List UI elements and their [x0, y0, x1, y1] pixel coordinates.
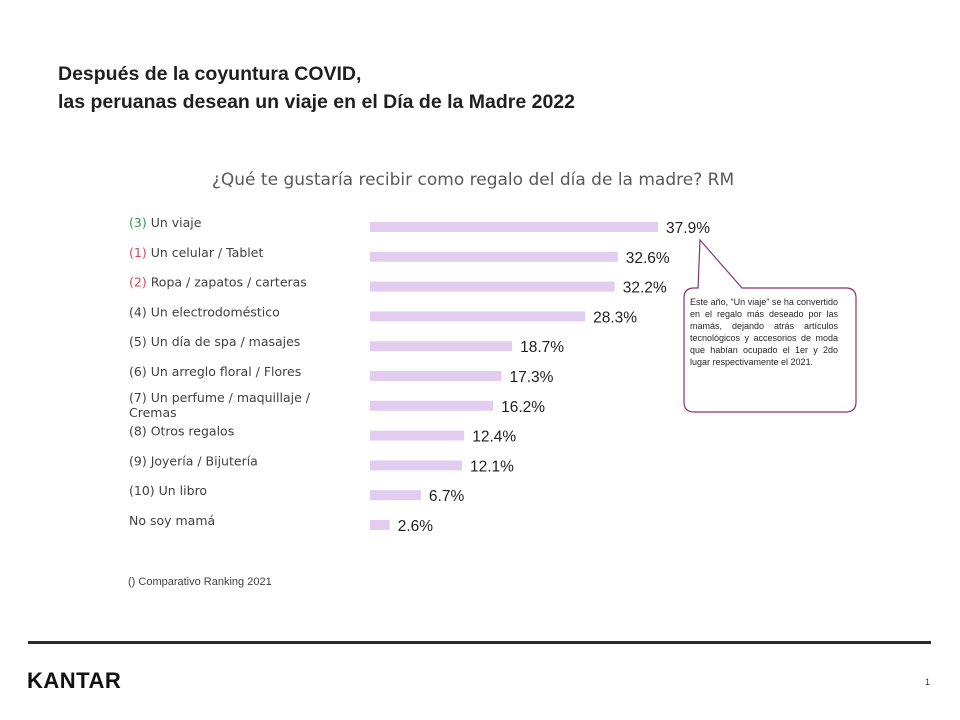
category-text: Cremas [129, 405, 177, 420]
bar [370, 520, 390, 530]
value-label: 6.7% [429, 488, 465, 505]
bar [370, 460, 462, 471]
value-label: 28.3% [593, 309, 637, 326]
value-label: 37.9% [666, 220, 710, 237]
category-text: Otros regalos [151, 424, 235, 439]
bar [370, 311, 586, 322]
category-rank: (5) [129, 334, 151, 349]
category-labels: (3) Un viaje(1) Un celular / Tablet(2) R… [129, 215, 311, 528]
bar [370, 371, 502, 381]
category-text: Joyería / Bijutería [150, 453, 258, 468]
callout-bubble [683, 238, 857, 413]
category-rank: (4) [129, 304, 151, 319]
page-number: 1 [925, 677, 931, 687]
bar [370, 430, 465, 441]
category-rank: (7) [129, 390, 151, 405]
value-label: 16.2% [501, 399, 545, 416]
bar [370, 251, 618, 262]
bars [370, 222, 659, 530]
category-rank: (2) [129, 275, 151, 290]
category-text: Un día de spa / masajes [151, 334, 301, 349]
value-label: 2.6% [398, 518, 434, 535]
category-label: (5) Un día de spa / masajes [129, 334, 300, 349]
category-label: (3) Un viaje [129, 215, 202, 230]
value-labels: 37.9% 32.6% 32.2% 28.3% 18.7% 17.3% 16.2% 12.4%… [398, 220, 710, 535]
bar [370, 400, 494, 411]
category-text: Un perfume / maquillaje / [151, 390, 311, 405]
callout-shape [683, 238, 857, 413]
category-label: (9) Joyería / Bijutería [129, 453, 258, 468]
category-label: (2) Ropa / zapatos / carteras [129, 275, 307, 290]
slide-title: Después de la coyuntura COVID, las perua… [58, 60, 858, 116]
category-rank: (1) [129, 245, 151, 260]
title-line-1: Después de la coyuntura COVID, [58, 63, 362, 85]
bar [370, 341, 513, 352]
category-rank: (9) [129, 453, 151, 468]
category-rank: (10) [129, 483, 159, 498]
value-label: 32.2% [623, 280, 667, 297]
bar [370, 222, 659, 232]
bar [370, 490, 421, 501]
category-text: Un electrodoméstico [151, 304, 280, 319]
category-label: (10) Un libro [129, 483, 207, 498]
kantar-logo: KANTAR [27, 668, 122, 693]
category-text: Ropa / zapatos / carteras [151, 275, 307, 290]
category-label: No soy mamá [129, 513, 215, 528]
footnote: () Comparativo Ranking 2021 [128, 576, 272, 588]
category-label: (8) Otros regalos [129, 424, 234, 439]
value-label: 12.1% [470, 458, 514, 475]
value-label: 18.7% [520, 339, 564, 356]
callout-text: Este año, “Un viaje” se ha convertido en… [690, 297, 838, 367]
category-text: No soy mamá [129, 513, 215, 528]
value-label: 12.4% [472, 429, 516, 446]
value-label: 17.3% [509, 369, 553, 386]
category-label: Cremas [129, 405, 177, 420]
category-label: (6) Un arreglo floral / Flores [129, 364, 301, 379]
category-label: (1) Un celular / Tablet [129, 245, 263, 260]
category-text: Un celular / Tablet [151, 245, 264, 260]
category-rank: (8) [129, 424, 151, 439]
category-rank: (6) [129, 364, 151, 379]
category-label: (7) Un perfume / maquillaje / [129, 390, 311, 405]
title-line-2: las peruanas desean un viaje en el Día d… [58, 91, 575, 113]
category-rank: (3) [129, 215, 151, 230]
category-text: Un arreglo floral / Flores [151, 364, 302, 379]
footer-divider [28, 641, 931, 644]
bar [370, 281, 615, 292]
category-text: Un viaje [151, 215, 202, 230]
chart-title: ¿Qué te gustaría recibir como regalo del… [211, 170, 735, 190]
value-label: 32.6% [626, 250, 670, 267]
category-label: (4) Un electrodoméstico [129, 304, 280, 319]
category-text: Un libro [159, 483, 207, 498]
